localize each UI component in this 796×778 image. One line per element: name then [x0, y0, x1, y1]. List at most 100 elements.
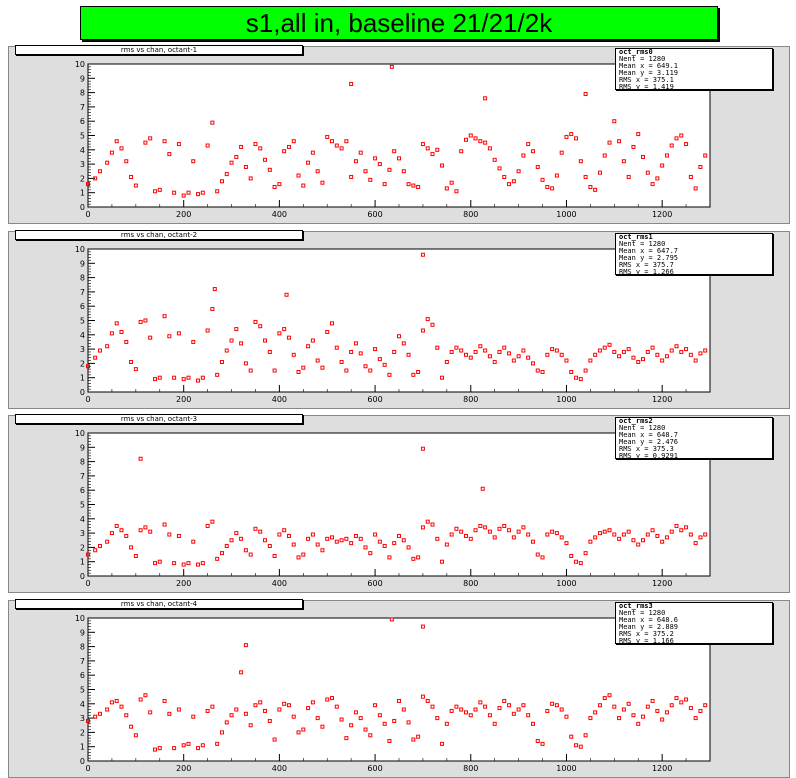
- data-point: [301, 183, 306, 188]
- data-point: [597, 531, 602, 536]
- y-tick-label: 4: [80, 700, 85, 709]
- data-point: [152, 377, 157, 382]
- data-point: [492, 535, 497, 540]
- data-point: [325, 134, 330, 139]
- data-point: [133, 367, 138, 372]
- data-point: [641, 357, 646, 362]
- stats-entries: Nent = 1280: [619, 240, 666, 248]
- data-point: [535, 368, 540, 373]
- y-tick-label: 3: [80, 714, 85, 723]
- data-point: [641, 714, 646, 719]
- data-point: [109, 700, 114, 705]
- data-point: [459, 707, 464, 712]
- data-point: [239, 144, 244, 149]
- data-point: [263, 338, 268, 343]
- y-tick-label: 1: [80, 743, 85, 752]
- data-point: [320, 548, 325, 553]
- data-point: [167, 532, 172, 537]
- data-point: [545, 184, 550, 189]
- data-point: [239, 341, 244, 346]
- data-point: [435, 345, 440, 350]
- pad-title: rms vs chan, octant-4: [15, 599, 303, 609]
- stats-rms-x: RMS x = 375.3: [619, 445, 674, 453]
- data-point: [97, 348, 102, 353]
- data-point: [492, 721, 497, 726]
- stats-entries: Nent = 1280: [619, 424, 666, 432]
- y-tick-label: 9: [80, 628, 85, 637]
- data-point: [167, 152, 172, 157]
- data-point: [377, 539, 382, 544]
- data-point: [296, 369, 301, 374]
- data-point: [93, 714, 98, 719]
- data-point: [559, 707, 564, 712]
- data-point: [621, 349, 626, 354]
- data-point: [119, 528, 124, 533]
- data-point: [454, 526, 459, 531]
- data-point: [349, 541, 354, 546]
- plot-pad-3: 0 1 2 3 4 5 6 7 8 9 10 0 200 400 600 800 1000 1200 oct_rms…: [8, 414, 790, 593]
- data-point: [626, 174, 631, 179]
- data-point: [502, 698, 507, 703]
- data-point: [325, 329, 330, 334]
- data-point: [693, 186, 698, 191]
- data-point: [698, 535, 703, 540]
- data-point: [272, 553, 277, 558]
- data-point: [306, 536, 311, 541]
- data-point: [277, 331, 282, 336]
- data-point: [636, 542, 641, 547]
- x-tick-label: 1200: [652, 210, 672, 219]
- data-point: [320, 365, 325, 370]
- data-point: [631, 355, 636, 360]
- data-point: [181, 377, 186, 382]
- data-point: [129, 545, 134, 550]
- data-point: [597, 703, 602, 708]
- data-point: [143, 318, 148, 323]
- data-point: [645, 532, 650, 537]
- y-tick-label: 0: [80, 757, 85, 766]
- data-point: [530, 361, 535, 366]
- data-point: [660, 717, 665, 722]
- data-point: [655, 352, 660, 357]
- data-point: [588, 716, 593, 721]
- data-point: [167, 711, 172, 716]
- data-point: [129, 359, 134, 364]
- data-point: [650, 528, 655, 533]
- data-point: [483, 704, 488, 709]
- data-point: [463, 352, 468, 357]
- x-tick-label: 800: [463, 210, 478, 219]
- data-point: [593, 710, 598, 715]
- data-point: [454, 704, 459, 709]
- data-point: [105, 539, 110, 544]
- data-point: [597, 348, 602, 353]
- y-tick-label: 8: [80, 274, 85, 283]
- data-point: [382, 721, 387, 726]
- data-point: [339, 538, 344, 543]
- data-point: [511, 711, 516, 716]
- data-point: [363, 545, 368, 550]
- data-point: [306, 706, 311, 711]
- data-point: [315, 716, 320, 721]
- data-point: [693, 716, 698, 721]
- data-point: [119, 329, 124, 334]
- data-point: [205, 328, 210, 333]
- data-point: [138, 528, 143, 533]
- data-point: [574, 559, 579, 564]
- data-point: [406, 352, 411, 357]
- data-point: [459, 348, 464, 353]
- data-point: [344, 536, 349, 541]
- data-point: [93, 548, 98, 553]
- data-point-outlier: [243, 643, 248, 648]
- x-tick-label: 0: [85, 764, 90, 773]
- data-point: [612, 119, 617, 124]
- data-point: [387, 167, 392, 172]
- y-tick-label: 8: [80, 643, 85, 652]
- data-point: [401, 169, 406, 174]
- data-point: [186, 561, 191, 566]
- data-point: [330, 139, 335, 144]
- data-point: [631, 713, 636, 718]
- y-tick-label: 7: [80, 472, 85, 481]
- data-point: [176, 331, 181, 336]
- y-tick-label: 1: [80, 374, 85, 383]
- data-point: [143, 693, 148, 698]
- data-point: [109, 331, 114, 336]
